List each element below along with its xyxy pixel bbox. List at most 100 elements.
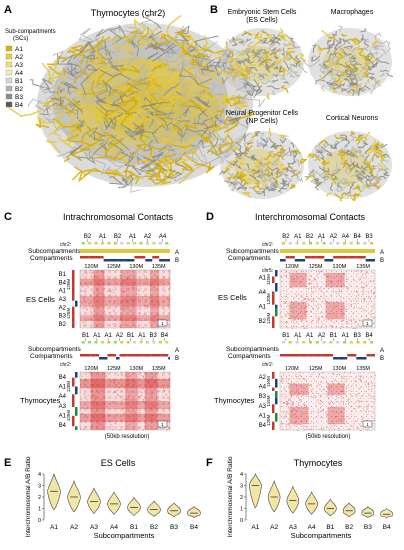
panel-e-title: ES Cells	[101, 458, 136, 468]
row-subcompartment-label: A4	[259, 290, 267, 296]
subcompartment-tick-label: A1	[99, 234, 107, 240]
thy-violin-a4	[305, 491, 318, 515]
compartments-label: Compartments	[30, 255, 73, 262]
position-tick-label: 130M	[129, 366, 143, 372]
compartment-b-label-d: B	[380, 258, 384, 264]
thy-violin-a1	[249, 473, 262, 509]
subcompartment-tick-label: A1	[306, 333, 314, 339]
position-tick-label: 125M	[107, 366, 121, 372]
es-y-tick-label: 0	[38, 518, 41, 524]
es-violin-a3	[87, 487, 101, 515]
row-subcompartment-label: B4	[59, 375, 67, 381]
legend-swatch-b2	[5, 85, 13, 92]
es-x-tick-label: A1	[50, 524, 58, 531]
cell-label-es: ES Cells	[26, 295, 55, 304]
compartment-a-label-d: A	[380, 250, 384, 256]
label-es-cells-abbr: (ES Cells)	[246, 17, 278, 24]
position-tick-label: 135M	[152, 366, 166, 372]
position-tick-label: 120M	[285, 366, 299, 372]
side-position-tick: 125M	[66, 410, 71, 422]
legend-swatch-a2	[5, 53, 13, 60]
heatmap-es-inter	[279, 269, 376, 329]
row-subcompartment-label: A3	[259, 404, 267, 410]
subcompartment-track	[80, 249, 170, 253]
heatmap-es-intra	[79, 269, 171, 329]
subcompartment-track-d	[280, 249, 375, 253]
panel-c-title: Intrachromosomal Contacts	[63, 212, 174, 222]
subcompartment-tick-label: B2	[306, 234, 314, 240]
scale-badge-thy	[157, 420, 168, 428]
legend-label-b2: B2	[15, 86, 23, 93]
subcompartment-tick-label: B2	[84, 234, 92, 240]
es-x-axis-label: Subcompartments	[94, 531, 155, 540]
legend-swatch-b4	[5, 101, 13, 108]
position-tick-label: 130M	[332, 366, 346, 372]
row-subcompartment-label: A1	[59, 289, 67, 295]
compartment-b-label-thy: B	[175, 356, 179, 362]
thy-x-tick-label: B4	[383, 524, 391, 531]
row-subcompartment-label: A2	[259, 375, 267, 381]
legend-label-a3: A3	[15, 62, 23, 69]
position-tick-label: 120M	[84, 366, 98, 372]
subcompartments-label-thy: Subcompartments	[28, 346, 81, 353]
scale-badge-d	[362, 319, 373, 327]
row-subcompartment-label: B4	[59, 280, 67, 286]
legend-label-b4: B4	[15, 102, 23, 109]
cell-label-es-d: ES Cells	[218, 293, 247, 302]
legend-title: Sub-compartments	[5, 29, 56, 35]
es-x-tick-label: B4	[190, 524, 198, 531]
es-y-tick-label: 3	[38, 484, 41, 490]
thy-violin-b1	[324, 498, 337, 517]
thy-x-tick-label: B2	[345, 524, 353, 531]
row-subcompartment-label: B3	[259, 394, 267, 400]
thy-y-tick-label: 1	[240, 507, 243, 513]
cell-label-thymocytes-d: Thymocytes	[214, 396, 255, 405]
resolution-note: (50kb resolution)	[105, 434, 150, 440]
thy-x-tick-label: A3	[289, 524, 297, 531]
es-violin-a1	[47, 472, 61, 511]
subcompartments-label-d: Subcompartments	[226, 248, 279, 255]
thy-y-axis-label: Interchromosomal A/B Ratio	[227, 456, 234, 537]
side-position-tick: 125M	[266, 312, 271, 324]
heatmap-thymocytes-intra	[79, 371, 171, 431]
row-subcompartment-label: A4	[259, 385, 267, 391]
row-subcompartment-label: B2	[259, 319, 267, 325]
panel-f-title: Thymocytes	[294, 458, 343, 468]
subcompartment-tick-label: A1	[138, 333, 146, 339]
side-position-tick: 125M	[66, 308, 71, 320]
scale-badge-d-thy	[362, 420, 373, 428]
subcompartment-tick-label: B4	[365, 333, 373, 339]
panel-d-title: Interchromosomal Contacts	[255, 212, 366, 222]
side-position-tick: 120M	[66, 381, 71, 393]
side-position-tick: 115M	[266, 274, 271, 285]
es-violin-b3	[167, 502, 181, 518]
panel-e: E ES Cells 0 1 2 3 4 Interchromosomal A/B Rat…	[4, 456, 201, 540]
chr-label-thy: chr2:	[60, 362, 71, 368]
subcompartments-label: Subcompartments	[28, 248, 81, 255]
thy-x-tick-label: B1	[326, 524, 334, 531]
row-subcompartment-label: A1	[259, 275, 267, 281]
chr-label-d-thy: chr2:	[262, 362, 273, 368]
compartment-a-label: A	[175, 250, 179, 256]
panel-a-title: Thymocytes (chr2)	[91, 8, 166, 18]
es-violin-b4	[187, 506, 201, 519]
cell-label-thymocytes: Thymocytes	[20, 396, 61, 405]
subcompartment-tick-label: B3	[149, 333, 157, 339]
panel-d: D Interchromosomal Contacts chr2: B2 A1 B2…	[206, 211, 384, 440]
thy-violin-b2	[342, 502, 356, 518]
legend-swatch-a1	[5, 45, 13, 52]
es-y-tick-label: 4	[38, 472, 41, 478]
position-tick-label: 135M	[152, 264, 166, 270]
subcompartment-tick-label: B2	[282, 234, 290, 240]
subcompartment-tick-label: A1	[129, 234, 137, 240]
compartments-label-d: Compartments	[228, 255, 271, 262]
panel-letter-b: B	[210, 4, 218, 16]
subcompartment-tick-label: A1	[294, 333, 302, 339]
es-y-tick-label: 1	[38, 507, 41, 513]
es-x-tick-label: B2	[150, 524, 158, 531]
legend-label-a1: A1	[15, 46, 23, 53]
subcompartment-tick-label: A2	[144, 234, 152, 240]
compartment-a-label-thy: A	[175, 348, 179, 354]
row-subcompartment-label: B2	[59, 322, 67, 328]
